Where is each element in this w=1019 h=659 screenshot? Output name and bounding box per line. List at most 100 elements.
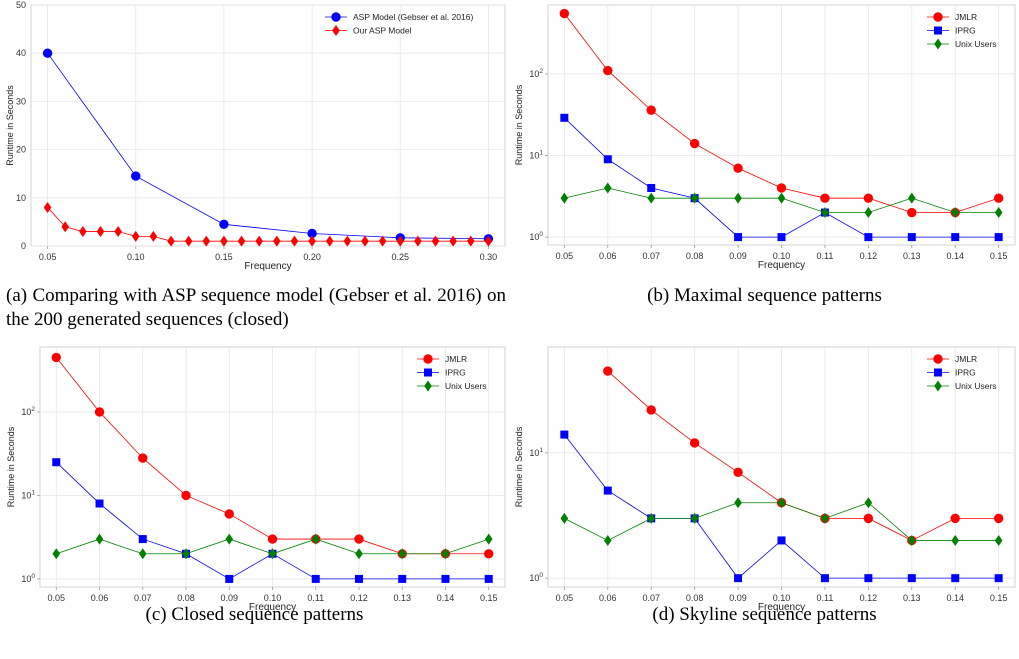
- x-tick-label: 0.12: [860, 593, 878, 603]
- data-point: [167, 235, 175, 247]
- data-point: [863, 513, 874, 524]
- x-tick-label: 0.09: [729, 593, 747, 603]
- data-point: [603, 65, 613, 76]
- data-point: [993, 513, 1004, 524]
- data-point: [431, 235, 440, 247]
- series-our-asp-model: [43, 201, 493, 247]
- x-tick-label: 0.20: [303, 252, 321, 262]
- legend-label: Unix Users: [955, 39, 997, 49]
- x-tick-label: 0.10: [773, 251, 791, 261]
- x-tick-label: 0.11: [817, 251, 834, 261]
- data-point: [950, 513, 960, 524]
- chart-b: 0.05 0.06 0.07 0.08 0.09 0.10 0.11 0.12 0.13 0.14…: [514, 4, 1016, 271]
- legend-label: Our ASP Model: [353, 26, 412, 36]
- data-point: [225, 533, 234, 545]
- data-point: [267, 534, 278, 544]
- x-tick-label: 0.14: [437, 593, 455, 603]
- data-point: [907, 207, 917, 218]
- x-tick-label: 0.11: [307, 593, 324, 603]
- data-point: [864, 497, 873, 509]
- y-tick-label: 100: [529, 572, 543, 583]
- data-point: [355, 548, 363, 560]
- legend-item: IPRG: [417, 368, 466, 378]
- legend-item: Unix Users: [927, 38, 997, 50]
- data-point: [441, 574, 450, 583]
- y-tick-label: 101: [529, 150, 543, 161]
- legend-marker: [934, 380, 942, 392]
- data-point: [560, 113, 569, 122]
- legend-marker: [424, 380, 432, 392]
- y-tick-label: 102: [529, 68, 543, 79]
- data-point: [994, 233, 1003, 242]
- legend: JMLR IPRG Unix Users: [927, 354, 997, 392]
- data-point: [820, 574, 829, 583]
- data-point: [951, 574, 960, 583]
- x-tick-label: 0.14: [946, 593, 964, 603]
- y-axis-label: Runtime in Seconds: [6, 426, 16, 507]
- x-tick-label: 0.15: [990, 251, 1008, 261]
- legend-item: Unix Users: [417, 380, 487, 392]
- legend-item: Our ASP Model: [325, 25, 412, 36]
- y-axis-label: Runtime in Seconds: [514, 84, 524, 165]
- data-point: [646, 405, 656, 415]
- data-point: [907, 192, 916, 204]
- y-tick-label: 100: [21, 573, 35, 584]
- x-tick-label: 0.15: [215, 252, 233, 262]
- legend-label: IPRG: [445, 368, 466, 378]
- x-tick-label: 0.14: [946, 251, 964, 261]
- legend-label: JMLR: [955, 354, 977, 364]
- y-tick-label: 101: [21, 489, 35, 500]
- data-point: [94, 407, 105, 417]
- legend-item: IPRG: [927, 368, 976, 378]
- data-point: [776, 183, 787, 193]
- x-tick-label: 0.11: [817, 593, 834, 603]
- data-point: [414, 235, 422, 247]
- x-tick-label: 0.15: [480, 593, 498, 603]
- x-axis-label: Frequency: [249, 602, 296, 613]
- data-point: [951, 233, 960, 242]
- legend-label: ASP Model (Gebser et al. 2016): [353, 12, 473, 22]
- data-point: [51, 352, 61, 363]
- data-point: [994, 207, 1003, 219]
- data-point: [449, 235, 457, 247]
- x-tick-label: 0.06: [599, 251, 617, 261]
- legend: JMLR IPRG Unix Users: [927, 12, 997, 50]
- x-tick-label: 0.05: [48, 593, 66, 603]
- legend-item: JMLR: [927, 12, 977, 22]
- data-point: [777, 233, 786, 242]
- data-point: [79, 226, 87, 238]
- x-tick-label: 0.10: [127, 252, 145, 262]
- data-point: [734, 497, 742, 509]
- y-tick-label: 50: [16, 0, 26, 10]
- data-point: [95, 533, 104, 545]
- data-point: [138, 535, 147, 544]
- x-tick-label: 0.12: [350, 593, 368, 603]
- data-point: [603, 534, 612, 546]
- legend-marker: [934, 26, 942, 35]
- data-point: [96, 226, 105, 238]
- legend-marker: [423, 354, 433, 364]
- data-point: [864, 233, 873, 242]
- data-point: [138, 548, 147, 560]
- data-point: [255, 235, 263, 247]
- x-tick-label: 0.05: [39, 252, 57, 262]
- data-point: [311, 533, 320, 545]
- data-point: [484, 533, 493, 545]
- legend-marker: [332, 25, 340, 36]
- data-point: [237, 235, 246, 247]
- data-point: [131, 230, 140, 242]
- x-tick-label: 0.12: [860, 251, 878, 261]
- data-point: [441, 548, 450, 560]
- caption-a: (a) Comparing with ASP sequence model (G…: [6, 285, 506, 330]
- x-tick-label: 0.08: [686, 593, 704, 603]
- data-point: [864, 207, 873, 219]
- data-point: [603, 155, 612, 164]
- data-point: [603, 486, 612, 495]
- data-point: [378, 235, 387, 247]
- x-tick-label: 0.13: [393, 593, 411, 603]
- data-point: [398, 548, 407, 560]
- data-point: [560, 512, 569, 524]
- x-axis-label: Frequency: [758, 260, 805, 271]
- x-tick-label: 0.06: [91, 593, 109, 603]
- legend-label: Unix Users: [955, 381, 997, 391]
